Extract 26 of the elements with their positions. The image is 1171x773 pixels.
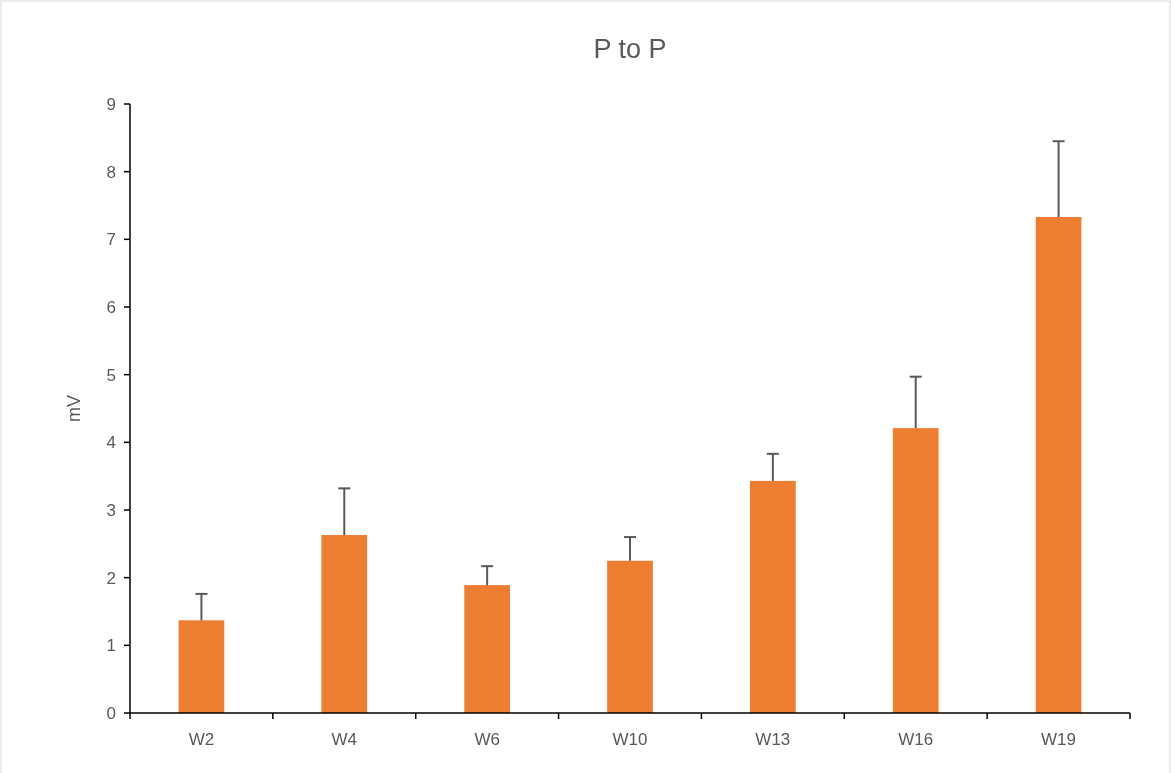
y-tick-label: 8 [106,162,116,182]
bar [892,428,939,713]
x-tick-label: W13 [755,730,791,749]
bar [607,560,653,713]
y-tick-label: 5 [106,365,116,385]
x-tick-label: W16 [898,730,934,749]
bar [1035,217,1082,713]
bar [321,535,368,713]
y-tick-label: 0 [106,703,116,723]
x-tick-label: W19 [1041,730,1077,749]
x-tick-label: W2 [188,730,215,749]
y-tick-label: 7 [106,230,116,250]
bar [464,585,510,713]
y-tick-label: 4 [106,433,116,453]
y-tick-label: 9 [106,94,116,114]
bar [750,480,796,713]
bar [178,620,225,713]
y-tick-label: 1 [106,636,116,656]
chart-title: P to P [593,34,667,64]
y-axis-title: mV [64,395,84,422]
x-tick-label: W10 [612,730,648,749]
y-tick-label: 6 [106,297,116,317]
x-tick-label: W4 [331,730,358,749]
y-tick-label: 3 [106,500,116,520]
x-tick-label: W6 [474,730,500,749]
y-tick-label: 2 [106,568,116,588]
